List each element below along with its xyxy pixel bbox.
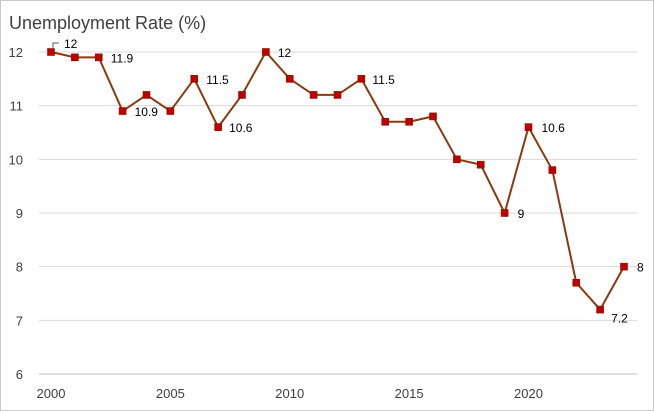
x-tick-label: 2020 [514,386,543,401]
data-label: 11.9 [111,51,134,65]
data-label: 10.9 [135,105,159,119]
y-tick-label: 12 [9,45,23,60]
y-tick-label: 8 [16,260,23,275]
data-point-marker [285,75,294,83]
data-point-marker [214,123,222,131]
data-label-leader [52,42,59,48]
data-label: 9 [518,207,525,221]
y-tick-label: 9 [16,206,23,221]
series-line-path [50,51,625,311]
x-tick-label: 2000 [37,386,66,401]
data-point-marker [453,155,461,164]
data-point-marker [190,75,199,83]
data-point-marker [262,48,270,56]
x-tick-label: 2010 [275,386,304,401]
data-point-marker [596,305,604,314]
data-point-marker [357,75,366,83]
data-point-marker [405,117,413,126]
data-point-marker [142,91,151,99]
gridlines [39,51,637,321]
data-label: 10.6 [542,121,566,135]
data-point-marker [238,91,246,99]
y-tick-label: 7 [16,313,23,328]
data-point-marker [166,107,175,115]
data-point-marker [572,278,581,287]
chart-title: Unemployment Rate (%) [9,13,207,33]
series-markers [47,48,628,314]
series-line [50,51,625,311]
data-point-marker [524,123,533,131]
data-point-marker [500,209,509,217]
data-label: 7.2 [611,312,628,326]
data-labels: 12 11.9 10.9 11.5 10.6 12 11.5 9 10.6 7.2 8 [52,37,644,326]
data-point-marker [476,160,485,169]
data-point-marker [548,166,557,174]
data-point-marker [429,112,437,121]
y-tick-label: 10 [9,152,23,167]
data-point-marker [333,91,342,99]
data-point-marker [47,48,55,56]
axes: 6 7 8 9 10 11 12 2000 2005 2010 2015 2020 [9,45,637,401]
data-label: 12 [64,37,78,51]
data-point-marker [71,53,79,62]
data-label: 11.5 [206,73,229,87]
data-point-marker [309,91,318,99]
y-tick-label: 11 [10,99,24,114]
data-label: 11.5 [372,73,395,87]
data-label: 10.6 [229,121,253,135]
y-tick-label: 6 [16,367,23,382]
data-point-marker [381,117,390,126]
data-label: 8 [637,261,644,275]
data-label: 12 [278,46,292,60]
data-point-marker [620,262,628,271]
data-point-marker [118,107,127,115]
data-point-marker [94,53,103,62]
x-tick-label: 2015 [395,386,424,401]
x-tick-label: 2005 [156,386,185,401]
